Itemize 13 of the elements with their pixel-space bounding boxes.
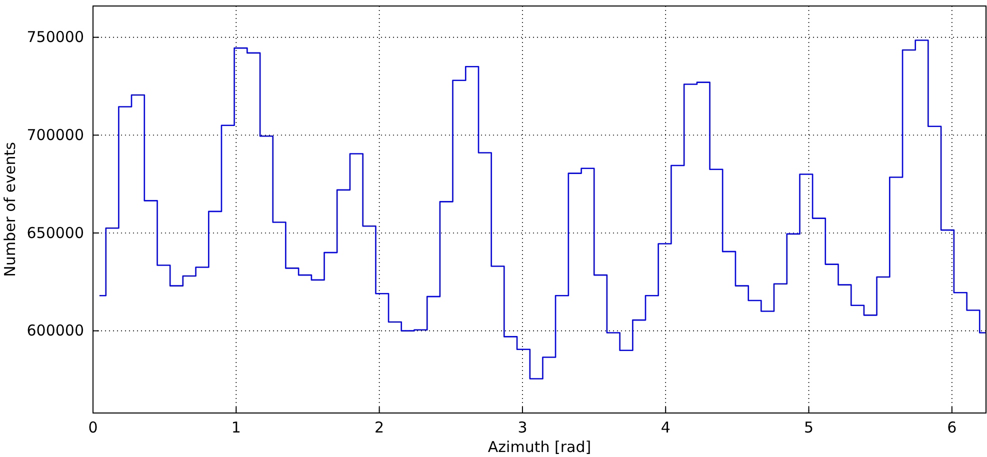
x-tick-label: 4 [660, 418, 670, 437]
x-tick-label: 5 [804, 418, 814, 437]
x-tick-label: 6 [947, 418, 957, 437]
x-tick-label: 0 [88, 418, 98, 437]
y-tick-label: 600000 [26, 322, 84, 340]
x-tick-label: 2 [374, 418, 384, 437]
y-tick-label: 750000 [26, 28, 84, 46]
x-tick-label: 1 [231, 418, 241, 437]
x-tick-label: 3 [518, 418, 528, 437]
y-axis-title: Number of events [1, 142, 19, 277]
y-tick-label: 650000 [26, 224, 84, 242]
y-tick-label: 700000 [26, 126, 84, 144]
x-axis-title: Azimuth [rad] [488, 438, 592, 456]
